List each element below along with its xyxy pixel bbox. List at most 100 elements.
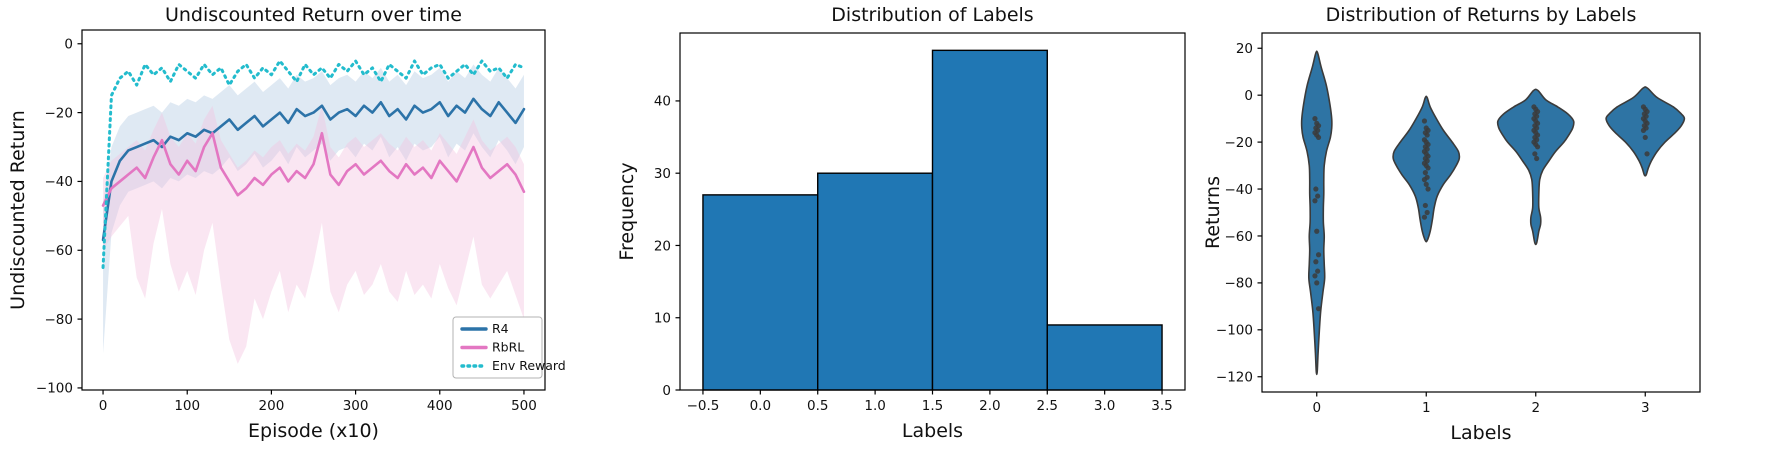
y-tick-label: −40 [45, 174, 74, 190]
y-tick-label: −100 [36, 381, 73, 397]
legend-label: RbRL [492, 340, 524, 355]
x-axis-label: Labels [902, 420, 963, 442]
strip-point [1424, 209, 1430, 216]
strip-point [1314, 228, 1320, 234]
strip-point [1640, 127, 1647, 133]
x-tick-label: 2 [1531, 400, 1540, 416]
x-tick-label: 2.0 [979, 398, 1000, 414]
chart-title: Distribution of Labels [831, 4, 1033, 26]
strip-point [1421, 177, 1428, 183]
x-tick-label: −0.5 [687, 398, 720, 414]
strip-point [1421, 214, 1428, 220]
y-tick-label: −60 [1225, 229, 1254, 245]
x-tick-label: 1.5 [922, 398, 943, 414]
strip-point [1534, 155, 1540, 162]
legend: R4 RbRL Env Reward [452, 316, 566, 379]
strip-point [1422, 170, 1428, 176]
x-tick-label: 400 [427, 398, 453, 414]
series-line-RbRL [101, 131, 526, 207]
y-tick-label: 0 [1244, 88, 1253, 104]
y-tick-label: −80 [45, 312, 74, 328]
x-tick-label: 3.0 [1094, 398, 1115, 414]
violin-2 [1496, 88, 1575, 246]
bars [702, 49, 1163, 391]
x-tick-label: 0 [1312, 400, 1321, 416]
y-tick-label: −100 [1216, 323, 1253, 339]
confidence-band-R4 [103, 64, 524, 354]
x-tick-label: 200 [259, 398, 285, 414]
legend-label: Env Reward [492, 358, 566, 373]
strip-points-1 [1421, 118, 1431, 220]
series-line-Env Reward [101, 59, 526, 269]
strip-point [1314, 280, 1320, 286]
chart-title: Distribution of Returns by Labels [1326, 4, 1637, 26]
chart-title: Undiscounted Return over time [165, 4, 462, 26]
x-axis-label: Episode (x10) [248, 420, 379, 442]
hist-bar-2 [931, 49, 1048, 391]
legend-box [452, 316, 543, 379]
y-tick-label: −40 [1225, 182, 1254, 198]
strip-point [1424, 132, 1430, 138]
y-tick-label: −60 [45, 243, 74, 259]
strip-point [1315, 306, 1322, 312]
hist-bar-0 [702, 194, 819, 391]
strip-point [1425, 165, 1431, 171]
violin-0 [1300, 50, 1333, 376]
strip-point [1313, 186, 1319, 192]
strip-point [1421, 118, 1428, 124]
hist-bar-1 [817, 172, 934, 391]
line-chart-undiscounted-return: 0 100 200 300 400 500 0 −20 −40 −60 −80 −100 Undisco… [7, 4, 566, 442]
x-tick-label: 1.0 [864, 398, 885, 414]
strip-points-2 [1531, 104, 1541, 162]
y-tick-label: 20 [654, 238, 671, 254]
axes-frame [81, 29, 546, 391]
strip-point [1312, 273, 1318, 279]
strip-point [1423, 181, 1429, 187]
y-tick-label: −20 [45, 105, 74, 121]
x-tick-label: 1 [1422, 400, 1431, 416]
y-tick-label: 20 [1236, 41, 1253, 57]
y-tick-label: −120 [1216, 370, 1253, 386]
x-tick-label: 3 [1641, 400, 1650, 416]
strip-point [1315, 252, 1322, 258]
strip-point [1315, 193, 1321, 199]
y-axis-label: Returns [1202, 176, 1224, 249]
strip-point [1642, 134, 1648, 141]
strip-point [1644, 151, 1650, 157]
x-tick-label: 3.5 [1151, 398, 1172, 414]
x-tick-label: 500 [511, 398, 537, 414]
legend-label: R4 [492, 321, 509, 336]
x-tick-label: 0 [99, 398, 108, 414]
strip-point [1534, 144, 1541, 150]
strip-point [1315, 134, 1322, 141]
y-tick-label: 0 [662, 383, 671, 399]
y-axis-label: Undiscounted Return [7, 110, 29, 310]
y-tick-label: 0 [64, 37, 73, 53]
strip-point [1312, 116, 1318, 122]
y-tick-label: −80 [1225, 276, 1254, 292]
x-tick-label: 2.5 [1037, 398, 1058, 414]
strip-point [1425, 186, 1431, 192]
y-tick-label: 30 [654, 166, 671, 182]
strip-points-3 [1640, 104, 1650, 157]
y-tick-label: −20 [1225, 135, 1254, 151]
y-tick-label: 10 [654, 311, 671, 327]
x-tick-label: 100 [174, 398, 200, 414]
strip-points-0 [1312, 116, 1322, 312]
plot-area [101, 59, 526, 364]
hist-bar-3 [1046, 324, 1163, 391]
y-tick-label: 40 [654, 94, 671, 110]
x-tick-label: 300 [343, 398, 369, 414]
strip-point [1312, 198, 1318, 204]
x-axis-label: Labels [1450, 422, 1511, 444]
x-tick-label: 0.5 [807, 398, 828, 414]
strip-point [1532, 151, 1538, 157]
x-tick-label: 0.0 [750, 398, 771, 414]
strip-point [1315, 268, 1321, 274]
strip-point [1422, 202, 1428, 209]
violin-plot-returns-by-labels: 0 1 2 3 20 0 −20 −40 −60 −80 −100 −120 Distribution … [1202, 4, 1701, 444]
y-axis-label: Frequency [616, 162, 638, 260]
series-line-R4 [101, 97, 526, 242]
